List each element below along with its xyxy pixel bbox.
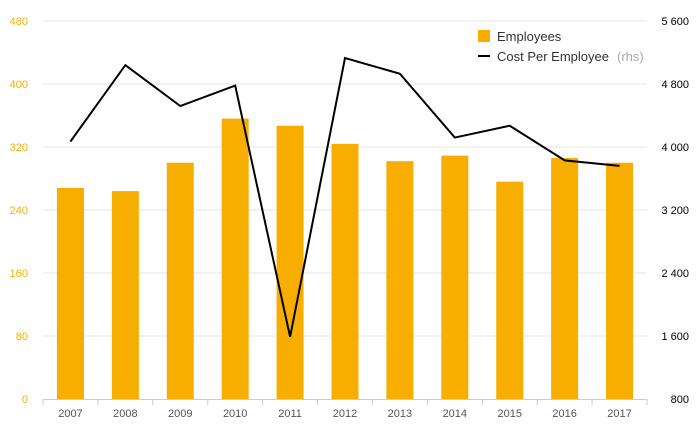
x-tick-label: 2008 (113, 408, 137, 420)
x-tick-label: 2009 (168, 408, 192, 420)
y-left-tick-label: 240 (10, 205, 28, 217)
legend-label-cost-per-employee-name: Cost Per Employee (497, 49, 609, 64)
employees-bar (56, 187, 84, 399)
employees-bar (331, 143, 359, 399)
y-right-tick-label: 4 000 (661, 142, 689, 154)
cost-per-employee-line (69, 56, 620, 338)
legend-label-cost-per-employee: Cost Per Employee (rhs) (497, 48, 644, 65)
x-tick-label: 2010 (223, 408, 247, 420)
employees-bar (441, 155, 469, 399)
employees-bar (111, 191, 139, 399)
x-tick-label: 2007 (58, 408, 82, 420)
y-left-tick-label: 0 (22, 394, 28, 406)
y-left-tick-label: 160 (10, 268, 28, 280)
y-left-tick-label: 400 (10, 79, 28, 91)
x-tick-label: 2016 (552, 408, 576, 420)
y-right-tick-label: 4 800 (661, 79, 689, 91)
x-tick-label: 2011 (278, 408, 302, 420)
employees-bar (166, 162, 194, 399)
employees-bars (56, 118, 634, 400)
employees-bar (551, 158, 579, 399)
employees-bar (606, 162, 634, 399)
legend: Employees Cost Per Employee (rhs) (478, 29, 644, 65)
x-tick-label: 2012 (333, 408, 357, 420)
y-left-tick-label: 480 (10, 16, 28, 28)
x-tick-label: 2014 (443, 408, 467, 420)
employees-bar (386, 161, 414, 399)
cost-per-employee-line-group (69, 56, 620, 338)
y-right-tick-label: 800 (671, 394, 689, 406)
y-right-tick-label: 1 600 (661, 331, 689, 343)
y-right-tick-label: 2 400 (661, 268, 689, 280)
legend-label-cost-per-employee-suffix: (rhs) (617, 49, 644, 64)
employees-bar (496, 181, 524, 399)
y-left-tick-label: 80 (16, 331, 28, 343)
employees-bar (221, 118, 249, 400)
y-right-tick-label: 3 200 (661, 205, 689, 217)
x-tick-label: 2013 (388, 408, 412, 420)
employees-bar (276, 125, 304, 400)
axes: 0 800 80 1 600 160 2 400 240 3 200 320 4 000 400 4 … (10, 16, 689, 420)
legend-swatch-employees (478, 30, 490, 42)
y-left-tick-label: 320 (10, 142, 28, 154)
x-tick-label: 2017 (607, 408, 631, 420)
y-right-tick-label: 5 600 (661, 16, 689, 28)
x-tick-label: 2015 (497, 408, 521, 420)
legend-label-employees: Employees (497, 29, 562, 44)
